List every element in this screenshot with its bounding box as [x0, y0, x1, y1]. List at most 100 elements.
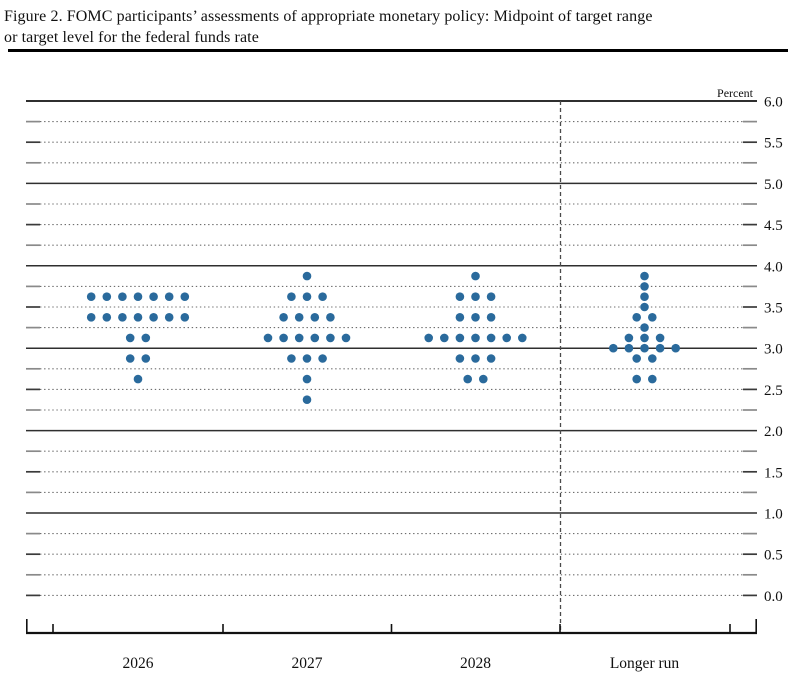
dot [655, 343, 665, 353]
dot [310, 333, 320, 343]
dot [180, 292, 190, 302]
dot [86, 292, 96, 302]
dot [287, 292, 296, 302]
y-axis-label: 4.0 [764, 259, 783, 275]
dot [455, 292, 465, 302]
dot [648, 354, 657, 363]
dot [125, 333, 135, 343]
dot [118, 292, 127, 302]
dot [318, 354, 327, 363]
dot [486, 354, 496, 363]
category-label-2026: 2026 [123, 655, 154, 672]
dot [279, 313, 288, 322]
dot [455, 354, 465, 363]
dot [479, 374, 488, 384]
dot [149, 313, 158, 322]
dot [463, 374, 473, 384]
dot [294, 333, 304, 343]
dot [302, 292, 312, 302]
y-axis-label: 1.5 [764, 465, 783, 481]
y-axis-label: 5.0 [764, 177, 783, 193]
dot [133, 292, 143, 302]
category-label-longer-run: Longer run [610, 655, 680, 672]
dot [310, 313, 320, 322]
dot [455, 313, 465, 322]
dot [102, 292, 112, 302]
figure-title-line1: Figure 2. FOMC participants’ assessments… [4, 8, 653, 25]
dot [424, 333, 434, 343]
category-label-2028: 2028 [460, 655, 491, 672]
dot [648, 313, 657, 322]
y-axis-label: 1.0 [764, 507, 783, 523]
dot [486, 292, 496, 302]
dot [326, 333, 335, 343]
dot [518, 333, 527, 343]
y-axis-label: 0.0 [764, 589, 783, 605]
dot [640, 302, 649, 312]
dot [133, 374, 143, 384]
percent-label: Percent [717, 86, 754, 100]
dot [640, 343, 649, 353]
dot [86, 313, 96, 322]
dot [624, 333, 634, 343]
y-axis-label: 6.0 [764, 95, 783, 111]
dot [133, 313, 143, 322]
dot [648, 374, 657, 384]
dot [102, 313, 112, 322]
dot [455, 333, 465, 343]
dot [302, 354, 312, 363]
dot [164, 292, 174, 302]
dot [125, 354, 135, 363]
figure-title: Figure 2. FOMC participants’ assessments… [4, 6, 784, 48]
dot [180, 313, 190, 322]
dot [632, 313, 641, 322]
dot [471, 354, 480, 363]
figure-title-line2: or target level for the federal funds ra… [4, 29, 259, 46]
dot [471, 292, 480, 302]
dot [609, 343, 618, 353]
dot [141, 354, 151, 363]
dot [471, 333, 480, 343]
y-axis-label: 3.0 [764, 342, 783, 358]
dot [164, 313, 174, 322]
y-axis-label: 3.5 [764, 301, 783, 317]
dot [655, 333, 665, 343]
dot [118, 313, 127, 322]
dot [640, 282, 649, 291]
y-axis-label: 5.5 [764, 136, 783, 152]
dot [471, 313, 480, 322]
y-axis-label: 4.5 [764, 218, 783, 234]
dot [287, 354, 296, 363]
dot [341, 333, 351, 343]
y-axis-label: 2.0 [764, 424, 783, 440]
dot [440, 333, 449, 343]
dot [302, 374, 312, 384]
title-rule [8, 49, 788, 52]
dot [141, 333, 151, 343]
dot [640, 333, 649, 343]
dot [632, 354, 641, 363]
dot [671, 343, 680, 353]
dot [326, 313, 335, 322]
dot [632, 374, 641, 384]
dot [149, 292, 158, 302]
dot [640, 323, 649, 332]
dot [318, 292, 327, 302]
dot [486, 333, 496, 343]
dot [624, 343, 634, 353]
dot [302, 395, 312, 405]
dot [640, 292, 649, 302]
dot [294, 313, 304, 322]
dot [486, 313, 496, 322]
category-label-2027: 2027 [292, 655, 323, 672]
dot [471, 271, 480, 281]
y-axis-label: 0.5 [764, 548, 783, 564]
y-axis-label: 2.5 [764, 383, 783, 399]
dot [279, 333, 288, 343]
dot [640, 271, 649, 281]
dot [502, 333, 512, 343]
dot [263, 333, 273, 343]
dot [302, 271, 312, 281]
